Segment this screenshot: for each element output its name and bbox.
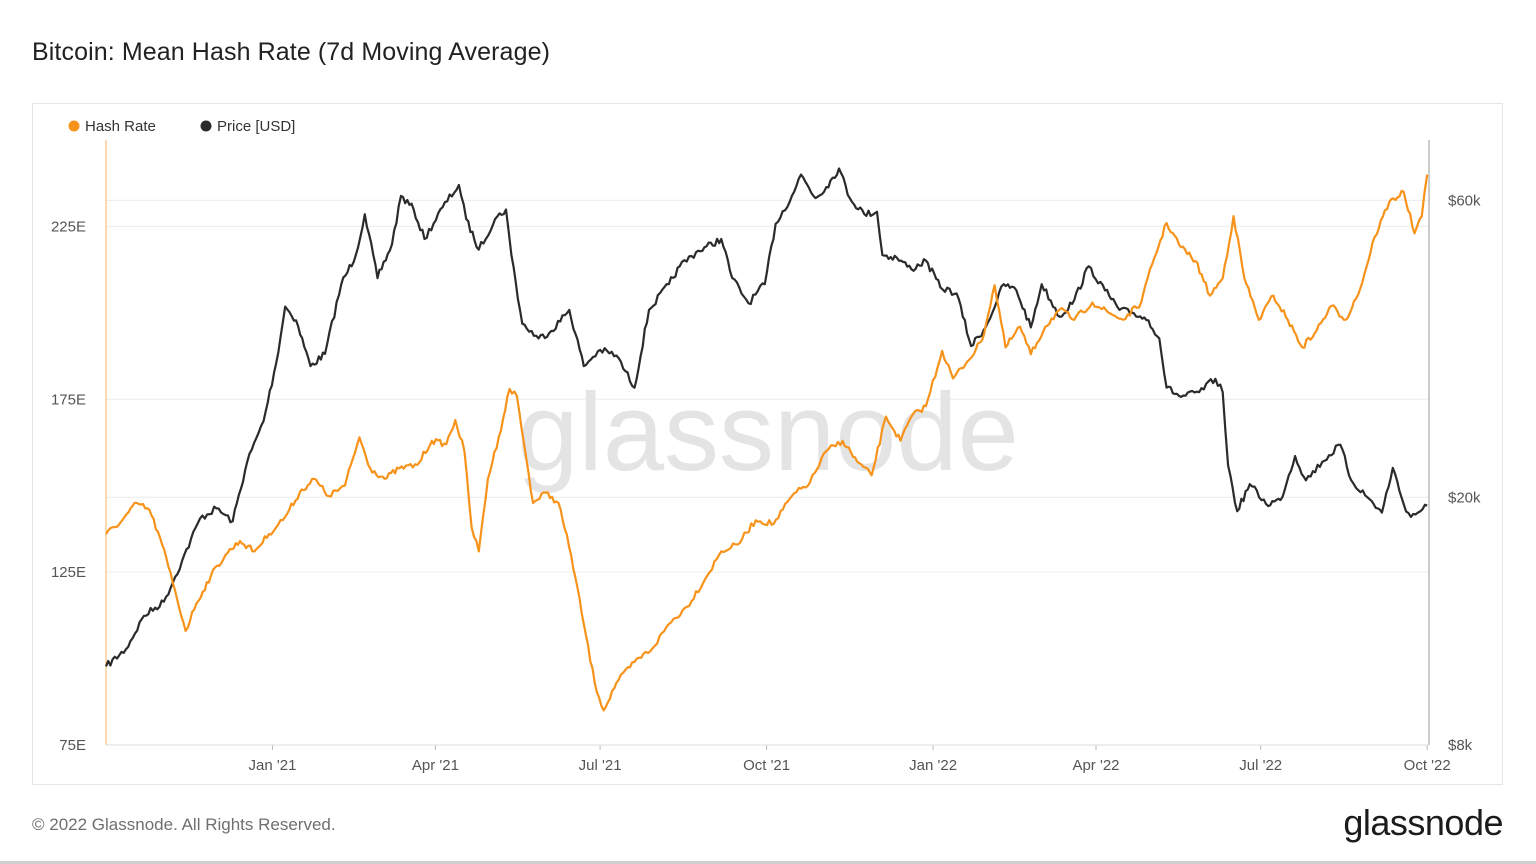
legend-price-usd-dot [200, 120, 212, 132]
axes: 75E 125E 175E 225E $8k $20k $60k Jan '21 Apr '21… [51, 140, 1481, 774]
legend-hash-rate-label: Hash Rate [85, 118, 156, 135]
chart-watermark: glassnode [517, 371, 1019, 494]
chart-panel [32, 103, 1503, 785]
legend-price-usd-label: Price [USD] [217, 118, 295, 135]
legend-hash-rate-dot [68, 120, 80, 132]
x-tick-label: Oct '22 [1404, 757, 1451, 774]
y-left-tick-label: 75E [59, 737, 86, 754]
x-tick-label: Apr '21 [412, 757, 459, 774]
y-left-tick-label: 225E [51, 218, 86, 235]
price-usd-line [104, 167, 1428, 667]
hash-rate-price-chart[interactable]: glassnode 75E 125E 175E 225E $8k $20k $60k Jan … [0, 0, 1536, 800]
glassnode-logo[interactable]: glassnode [1343, 802, 1503, 843]
bottom-divider [0, 861, 1536, 864]
y-right-tick-label: $20k [1448, 489, 1481, 506]
hash-rate-line [105, 174, 1429, 712]
y-right-tick-label: $60k [1448, 192, 1481, 209]
x-tick-label: Jan '21 [249, 757, 297, 774]
x-tick-label: Jan '22 [909, 757, 957, 774]
legend: Hash Rate Price [USD] [68, 118, 295, 135]
x-tick-label: Jul '21 [579, 757, 622, 774]
chart-title: Bitcoin: Mean Hash Rate (7d Moving Avera… [32, 38, 550, 66]
x-tick-label: Oct '21 [743, 757, 790, 774]
x-tick-label: Apr '22 [1072, 757, 1119, 774]
x-tick-label: Jul '22 [1239, 757, 1282, 774]
footer-copyright: © 2022 Glassnode. All Rights Reserved. [32, 815, 336, 834]
y-left-tick-label: 125E [51, 564, 86, 581]
series-lines [104, 167, 1429, 712]
y-right-tick-label: $8k [1448, 737, 1473, 754]
y-left-tick-label: 175E [51, 391, 86, 408]
